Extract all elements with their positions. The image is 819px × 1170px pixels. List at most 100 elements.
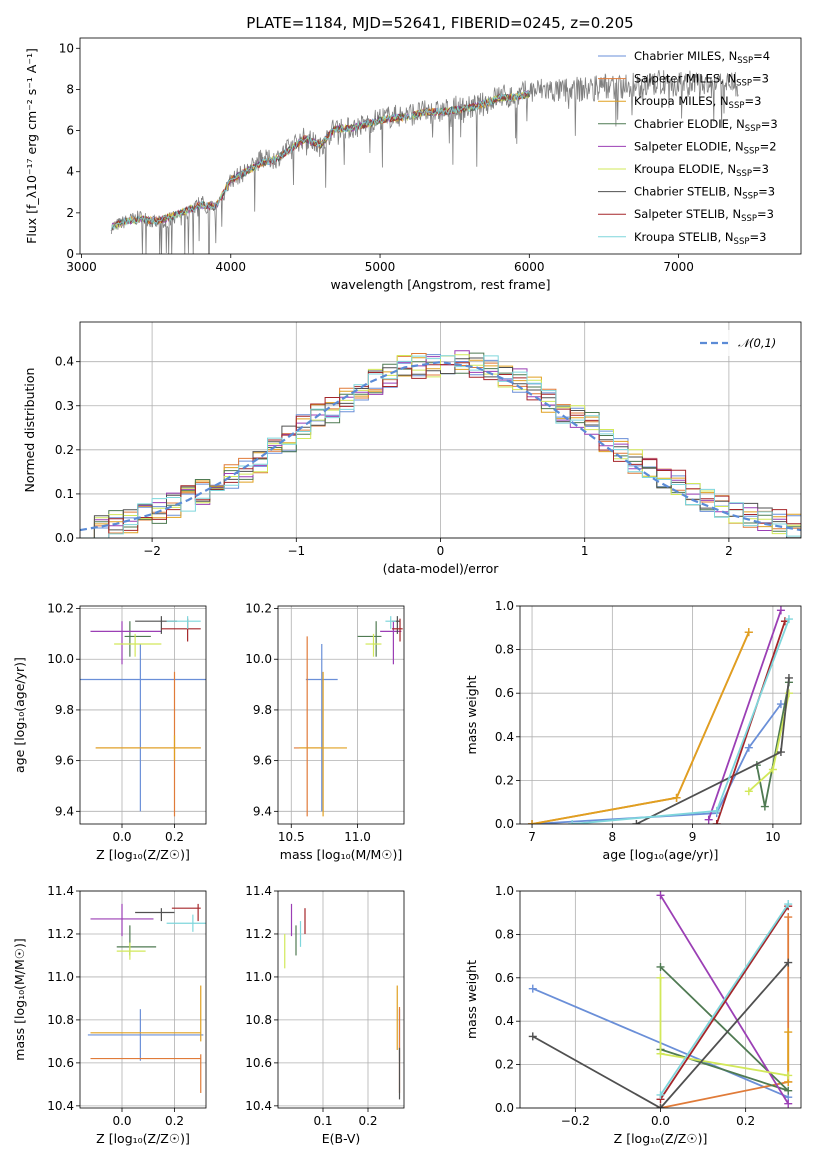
mass_vs_Z-ytick-label: 11.0 bbox=[47, 970, 74, 984]
age_vs_mass-xlabel: mass [log₁₀(M/M☉)] bbox=[280, 847, 402, 862]
weight-marker bbox=[776, 700, 785, 709]
weight-marker bbox=[528, 1032, 537, 1041]
residuals-ytick-label: 0.0 bbox=[55, 531, 74, 545]
residuals-xtick-label: 0 bbox=[437, 544, 445, 558]
weight_vs_age-ytick-label: 0.8 bbox=[495, 643, 514, 657]
weight_vs_age-ytick-label: 1.0 bbox=[495, 599, 514, 613]
weight-marker bbox=[784, 615, 793, 624]
mass_vs_Z-ytick-label: 10.6 bbox=[47, 1056, 74, 1070]
weight-marker bbox=[784, 1086, 793, 1095]
spectrum-model-line bbox=[110, 91, 530, 232]
weight-marker bbox=[704, 815, 713, 824]
age_vs_mass-xtick-label: 10.5 bbox=[278, 830, 305, 844]
legend-label: Kroupa STELIB, NSSP=3 bbox=[634, 230, 766, 247]
legend-label-sub: SSP bbox=[734, 237, 750, 247]
spectrum-ytick-label: 10 bbox=[59, 41, 74, 55]
spectrum-plot-area bbox=[110, 69, 739, 254]
residuals-xtick-label: −1 bbox=[287, 544, 305, 558]
weight_vs_Z-ytick-label: 0.2 bbox=[495, 1058, 514, 1072]
weight-marker bbox=[768, 765, 777, 774]
weight-line bbox=[659, 903, 789, 1096]
weight-marker bbox=[656, 962, 665, 971]
age_vs_mass-frame bbox=[277, 605, 405, 825]
legend-label-count: =4 bbox=[753, 49, 770, 63]
legend-label: 𝒩(0,1) bbox=[738, 336, 776, 350]
age_vs_Z-ytick-label: 9.6 bbox=[55, 754, 74, 768]
spectrum-xtick-label: 4000 bbox=[215, 260, 246, 274]
mass_vs_Z-xlabel: Z [log₁₀(Z/Z☉)] bbox=[96, 1131, 190, 1146]
weight_vs_Z-plot-area bbox=[528, 891, 793, 1108]
weight-marker bbox=[656, 1090, 665, 1099]
mass_vs_ebv-ytick-label: 10.6 bbox=[245, 1056, 272, 1070]
weight-marker bbox=[656, 891, 665, 900]
legend-label-sub: SSP bbox=[741, 214, 757, 224]
spectrum-model-line bbox=[110, 92, 530, 232]
weight-line bbox=[532, 962, 789, 1108]
mass_vs_Z-ytick-label: 11.2 bbox=[47, 927, 74, 941]
weight_vs_Z-ytick-label: 0.6 bbox=[495, 971, 514, 985]
weight_vs_Z-ytick-label: 0.0 bbox=[495, 1101, 514, 1115]
spectrum-model-line bbox=[110, 89, 530, 231]
legend-label-text: Salpeter ELODIE, N bbox=[634, 139, 744, 153]
weight-marker bbox=[784, 1099, 793, 1108]
weight-line bbox=[707, 610, 782, 820]
age_vs_Z-ylabel: age [log₁₀(age/yr)] bbox=[12, 657, 27, 773]
weight_vs_age-ylabel: mass weight bbox=[464, 675, 479, 754]
residuals-ylabel: Normed distribution bbox=[22, 368, 37, 493]
legend-label-sub: SSP bbox=[736, 169, 752, 179]
mass_vs_ebv-xlabel: E(B-V) bbox=[322, 1131, 361, 1146]
weight-marker bbox=[784, 900, 793, 909]
spectrum-model-line bbox=[110, 90, 530, 231]
weight-marker bbox=[712, 806, 721, 815]
mass_vs_ebv-ytick-label: 10.4 bbox=[245, 1099, 272, 1113]
mass_vs_Z-frame bbox=[79, 890, 207, 1109]
weight-marker bbox=[632, 820, 641, 824]
legend-label-text: Salpeter MILES, N bbox=[634, 72, 736, 86]
spectrum-data-line bbox=[110, 69, 739, 254]
weight-marker bbox=[784, 689, 793, 698]
weight-marker bbox=[784, 673, 793, 682]
legend-label-sub: SSP bbox=[742, 192, 758, 202]
mass_vs_ebv-frame bbox=[277, 890, 405, 1109]
weight-line bbox=[531, 703, 782, 824]
weight_vs_Z-xtick-label: 0.2 bbox=[736, 1114, 755, 1128]
mass_vs_Z-panel: 0.0 0.2 10.4 10.6 10.8 11.0 11.2 11.4 Z [log₁₀(Z… bbox=[12, 884, 207, 1146]
legend-label-sub: SSP bbox=[745, 124, 761, 134]
spectrum-ytick-label: 4 bbox=[66, 165, 74, 179]
weight-marker bbox=[784, 1071, 793, 1080]
spectrum-ytick-label: 0 bbox=[66, 247, 74, 261]
residuals-ytick-label: 0.2 bbox=[55, 443, 74, 457]
spectrum-model-line bbox=[110, 90, 530, 231]
weight-marker bbox=[744, 628, 753, 637]
mass_vs_ebv-xtick-label: 0.1 bbox=[313, 1114, 332, 1128]
residuals-xtick-label: 2 bbox=[725, 544, 733, 558]
weight_vs_age-xtick-label: 8 bbox=[609, 830, 617, 844]
age_vs_Z-xtick-label: 0.2 bbox=[165, 830, 184, 844]
spectrum-panel: 3000 4000 5000 6000 7000 0 2 4 6 8 10 wavelength [A… bbox=[24, 37, 802, 292]
spectrum-ytick-label: 8 bbox=[66, 82, 74, 96]
legend-label: Salpeter MILES, NSSP=3 bbox=[634, 72, 769, 89]
weight-marker bbox=[528, 820, 537, 824]
age_vs_mass-panel: 10.5 11.0 9.4 9.6 9.8 10.0 10.2 mass [log₁₀(M/M… bbox=[245, 602, 405, 862]
spectrum-model-line bbox=[110, 91, 530, 231]
spectrum-ytick-label: 2 bbox=[66, 206, 74, 220]
age_vs_Z-ytick-label: 10.2 bbox=[47, 602, 74, 616]
mass_vs_Z-ytick-label: 10.8 bbox=[47, 1013, 74, 1027]
mass_vs_Z-ylabel: mass [log₁₀(M/M☉)] bbox=[12, 938, 27, 1060]
weight_vs_Z-panel: −0.2 0.0 0.2 0.0 0.2 0.4 0.6 0.8 1.0 Z [log₁₀(Z/Z… bbox=[464, 884, 802, 1146]
weight-marker bbox=[656, 973, 665, 982]
weight-marker bbox=[744, 787, 753, 796]
weight-line bbox=[659, 905, 789, 1100]
legend-label-count: =2 bbox=[760, 139, 777, 153]
residual-histogram bbox=[80, 355, 801, 538]
mass_vs_Z-ytick-label: 11.4 bbox=[47, 884, 74, 898]
weight_vs_Z-xtick-label: 0.0 bbox=[651, 1114, 670, 1128]
mass_vs_ebv-plot-area bbox=[284, 903, 401, 1100]
weight-marker bbox=[784, 913, 793, 922]
weight_vs_Z-xlabel: Z [log₁₀(Z/Z☉)] bbox=[614, 1131, 708, 1146]
legend-label-count: =3 bbox=[744, 94, 761, 108]
residuals-xtick-label: −2 bbox=[143, 544, 161, 558]
weight_vs_Z-ytick-label: 0.8 bbox=[495, 927, 514, 941]
age_vs_Z-xlabel: Z [log₁₀(Z/Z☉)] bbox=[96, 847, 190, 862]
legend-label: Salpeter STELIB, NSSP=3 bbox=[634, 207, 774, 224]
